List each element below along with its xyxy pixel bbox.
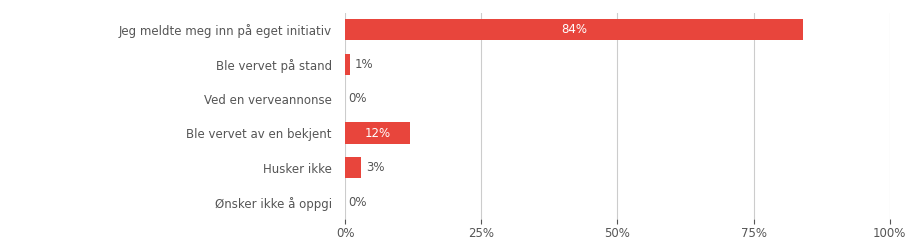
Text: 3%: 3% [366, 161, 384, 174]
Bar [345, 157, 361, 178]
Text: 0%: 0% [349, 196, 367, 208]
Text: 1%: 1% [355, 58, 373, 71]
Text: 12%: 12% [365, 127, 390, 140]
Text: 84%: 84% [561, 23, 587, 36]
Bar [345, 122, 410, 144]
Bar [345, 54, 350, 75]
Bar [345, 19, 803, 41]
Text: 0%: 0% [349, 92, 367, 105]
